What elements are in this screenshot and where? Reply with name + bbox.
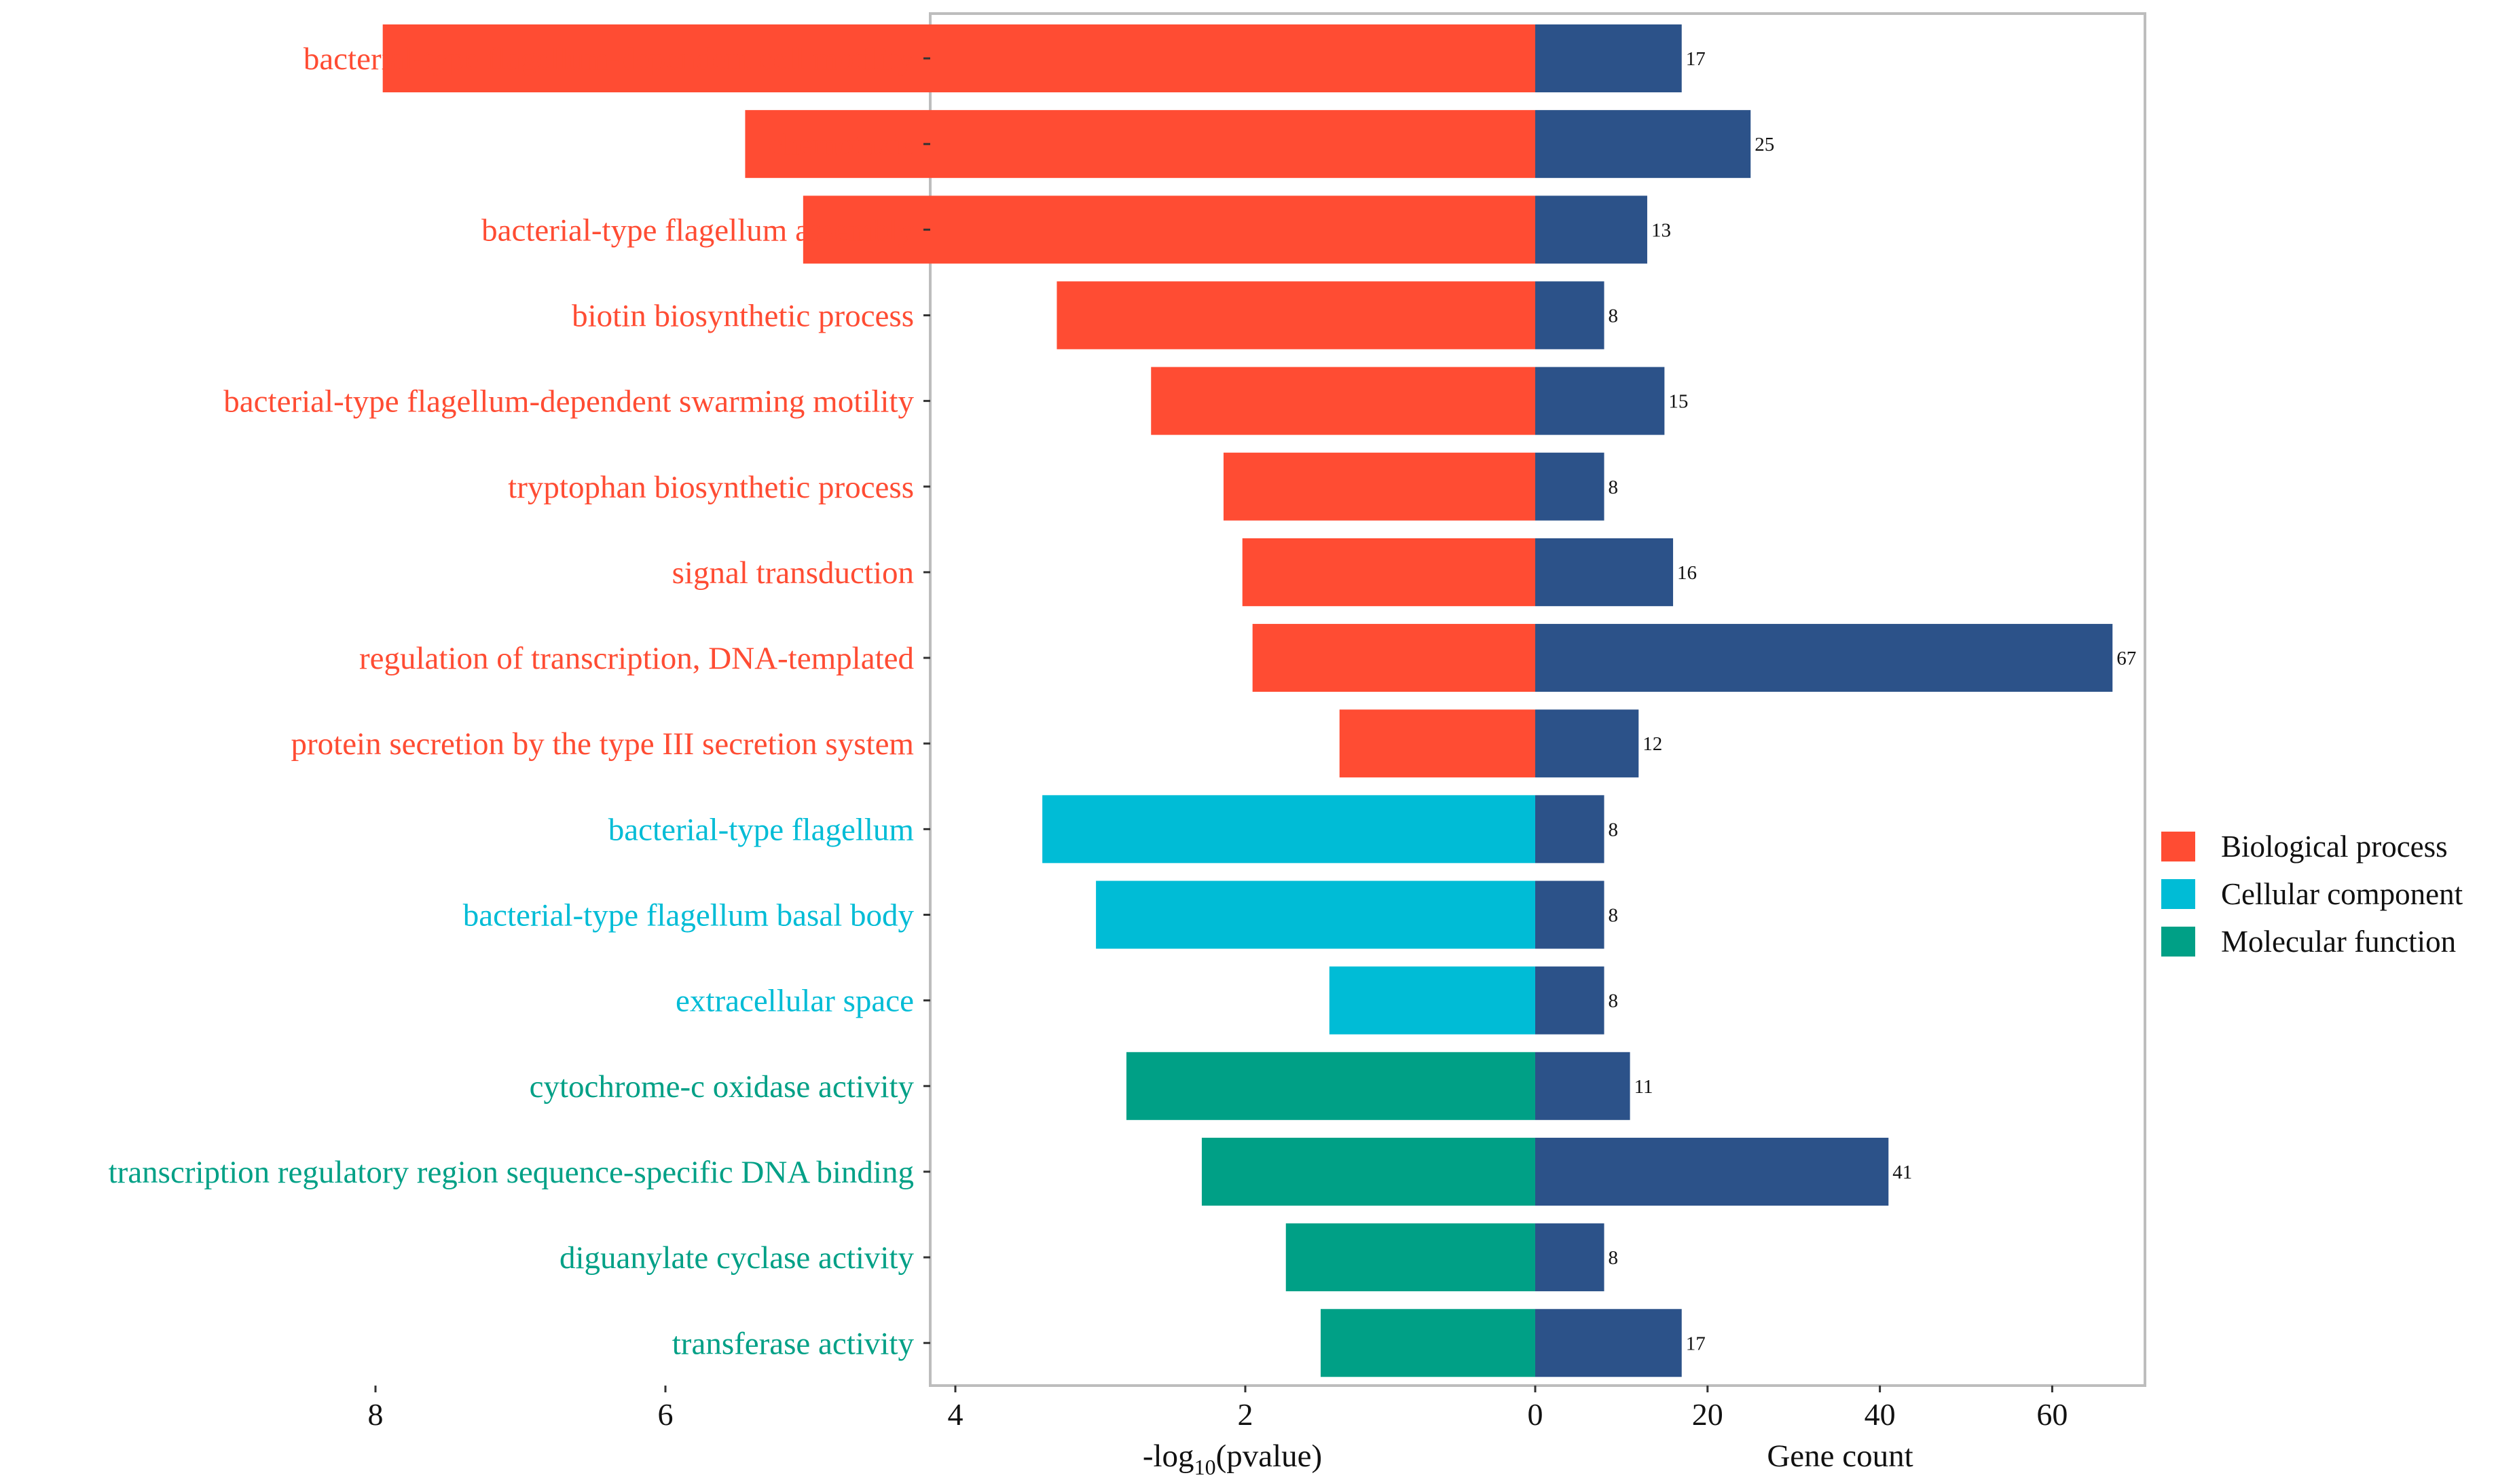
gene-count-label: 11 <box>1634 1076 1653 1098</box>
gene-count-label: 25 <box>1755 134 1774 155</box>
term-label: regulation of transcription, DNA-templat… <box>359 641 914 676</box>
x-tick-label: 4 <box>948 1397 963 1432</box>
term-label: extracellular space <box>676 984 914 1019</box>
pvalue-bar <box>1223 452 1535 521</box>
legend-label: Molecular function <box>2221 925 2456 959</box>
legend-swatch <box>2161 832 2195 861</box>
gene-count-label: 8 <box>1609 305 1619 327</box>
term-label: bacterial-type flagellum-dependent cell … <box>304 41 915 77</box>
pvalue-bars <box>382 24 1535 1377</box>
pvalue-bar <box>1252 624 1535 692</box>
gene-count-bar <box>1535 1223 1604 1292</box>
gene-count-label: 15 <box>1668 391 1688 413</box>
y-axis-ticks <box>923 57 930 1344</box>
gene-count-bar <box>1535 281 1604 350</box>
left-axis-title: -log10(pvalue) <box>1143 1439 1322 1479</box>
term-label: bacterial-type flagellum assembly <box>481 212 914 248</box>
legend-label: Cellular component <box>2221 877 2463 911</box>
term-label: transcription regulatory region sequence… <box>109 1155 914 1190</box>
term-label: signal transduction <box>672 555 914 591</box>
x-tick-label: 60 <box>2036 1397 2068 1432</box>
gene-count-label: 16 <box>1677 562 1697 584</box>
legend-swatch <box>2161 927 2195 957</box>
gene-count-bar <box>1535 624 2113 692</box>
term-label: bacterial-type flagellum-dependent swarm… <box>223 384 914 420</box>
pvalue-bar <box>382 24 1535 92</box>
gene-count-bar <box>1535 24 1682 92</box>
gene-count-label: 8 <box>1609 905 1619 927</box>
term-labels: bacterial-type flagellum-dependent cell … <box>109 41 915 1361</box>
gene-count-label: 67 <box>2116 648 2136 669</box>
gene-count-label: 41 <box>1892 1162 1912 1183</box>
term-label: biotin biosynthetic process <box>572 298 914 333</box>
gene-count-bar <box>1535 196 1647 264</box>
left-axis-title-subscript: 10 <box>1194 1455 1216 1479</box>
term-label: tryptophan biosynthetic process <box>508 470 914 505</box>
term-label: cytochrome-c oxidase activity <box>530 1069 915 1105</box>
gene-count-bar <box>1535 709 1639 778</box>
gene-count-label: 8 <box>1609 477 1619 498</box>
gene-count-label: 17 <box>1686 48 1706 70</box>
legend-swatch <box>2161 879 2195 909</box>
gene-count-label: 8 <box>1609 819 1619 840</box>
gene-count-bar <box>1535 1309 1682 1377</box>
x-tick-label: 6 <box>658 1397 674 1432</box>
pvalue-bar <box>745 110 1535 179</box>
gene-count-label: 13 <box>1651 219 1671 241</box>
pvalue-bar <box>1057 281 1535 350</box>
gene-count-label: 17 <box>1686 1333 1706 1354</box>
gene-count-bar <box>1535 1052 1630 1120</box>
gene-count-bar <box>1535 367 1665 435</box>
gene-count-labels: 17 25 13 8 15 8 16 67 12 8 8 8 11 41 8 17 <box>1609 48 2137 1354</box>
term-label: bacterial-type flagellum basal body <box>463 898 915 933</box>
pvalue-bar <box>1151 367 1535 435</box>
gene-count-label: 12 <box>1642 733 1662 755</box>
gene-count-bars <box>1535 24 2113 1377</box>
gene-count-label: 8 <box>1609 990 1619 1012</box>
term-label: bacterial-type flagellum <box>608 812 914 847</box>
pvalue-bar <box>1242 538 1535 606</box>
pvalue-bar <box>1321 1309 1535 1377</box>
x-tick-label: 0 <box>1528 1397 1543 1432</box>
gene-count-bar <box>1535 110 1751 179</box>
left-axis-title-rest: (pvalue) <box>1216 1439 1323 1474</box>
term-label: diguanylate cyclase activity <box>559 1240 915 1276</box>
term-label: protein secretion by the type III secret… <box>291 726 914 762</box>
pvalue-bar <box>1339 709 1535 778</box>
gene-count-bar <box>1535 1137 1889 1206</box>
pvalue-bar <box>1285 1223 1535 1292</box>
x-tick-label: 20 <box>1692 1397 1723 1432</box>
x-tick-label: 2 <box>1238 1397 1253 1432</box>
gene-count-bar <box>1535 452 1604 521</box>
x-tick-label: 40 <box>1865 1397 1896 1432</box>
gene-count-bar <box>1535 966 1604 1035</box>
x-tick-label: 8 <box>368 1397 384 1432</box>
gene-count-bar <box>1535 538 1674 606</box>
legend-label: Biological process <box>2221 830 2448 864</box>
left-axis-title-base: -log <box>1143 1439 1194 1474</box>
gene-count-bar <box>1535 880 1604 949</box>
pvalue-bar <box>1201 1137 1535 1206</box>
pvalue-bar <box>1042 795 1535 864</box>
legend: Biological process Cellular component Mole… <box>2161 830 2463 959</box>
gene-count-label: 8 <box>1609 1247 1619 1269</box>
pvalue-bar <box>1329 966 1535 1035</box>
pvalue-bar <box>1096 880 1535 949</box>
x-axis: 8 6 4 2 0 20 40 60 <box>368 1386 2068 1432</box>
term-label: transferase activity <box>672 1326 915 1361</box>
gene-count-bar <box>1535 795 1604 864</box>
pvalue-bar <box>1126 1052 1535 1120</box>
term-label: chemotaxis <box>769 127 914 162</box>
right-axis-title: Gene count <box>1767 1439 1913 1474</box>
